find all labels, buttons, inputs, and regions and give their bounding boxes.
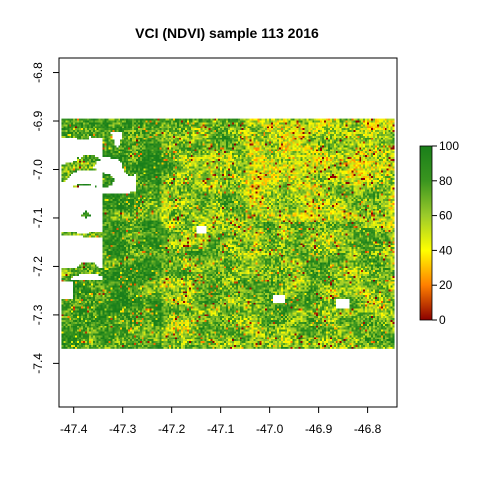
legend-tick-label: 40 [439,243,453,257]
x-tick-label: -47.3 [109,422,137,436]
y-tick-label: -6.8 [31,62,45,83]
chart-title: VCI (NDVI) sample 113 2016 [135,25,319,41]
y-axis: -6.8 -6.9 -7.0 -7.1 -7.2 -7.3 -7.4 [31,62,60,374]
x-tick-label: -46.8 [354,422,382,436]
x-tick-label: -47.4 [60,422,88,436]
vci-raster [61,118,395,349]
y-tick-label: -7.1 [31,207,45,228]
x-tick-label: -46.9 [305,422,333,436]
legend-tick-label: 0 [439,313,446,327]
legend-tick-label: 20 [439,278,453,292]
x-tick-label: -47.1 [207,422,235,436]
raster-image [61,118,395,349]
legend-tick-label: 80 [439,174,453,188]
x-axis: -47.4 -47.3 -47.2 -47.1 -47.0 -46.9 -46.8 [60,406,382,436]
y-tick-label: -7.4 [31,353,45,374]
x-tick-label: -47.0 [256,422,284,436]
legend-color-bar [419,145,433,321]
y-tick-label: -7.2 [31,256,45,277]
y-tick-label: -7.0 [31,159,45,180]
color-legend: 100 80 60 40 20 0 [419,139,459,327]
y-tick-label: -6.9 [31,110,45,131]
y-tick-label: -7.3 [31,304,45,325]
legend-ticks: 100 80 60 40 20 0 [432,139,459,327]
x-tick-label: -47.2 [158,422,186,436]
legend-tick-label: 100 [439,139,459,153]
legend-tick-label: 60 [439,209,453,223]
